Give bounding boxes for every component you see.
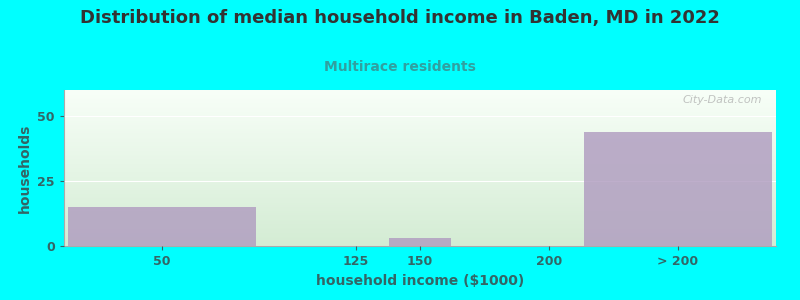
Bar: [389, 238, 451, 246]
Bar: [68, 207, 256, 246]
Text: City-Data.com: City-Data.com: [682, 95, 762, 105]
Text: Multirace residents: Multirace residents: [324, 60, 476, 74]
X-axis label: household income ($1000): household income ($1000): [316, 274, 524, 288]
Y-axis label: households: households: [18, 123, 32, 213]
Text: Distribution of median household income in Baden, MD in 2022: Distribution of median household income …: [80, 9, 720, 27]
Bar: [584, 132, 772, 246]
